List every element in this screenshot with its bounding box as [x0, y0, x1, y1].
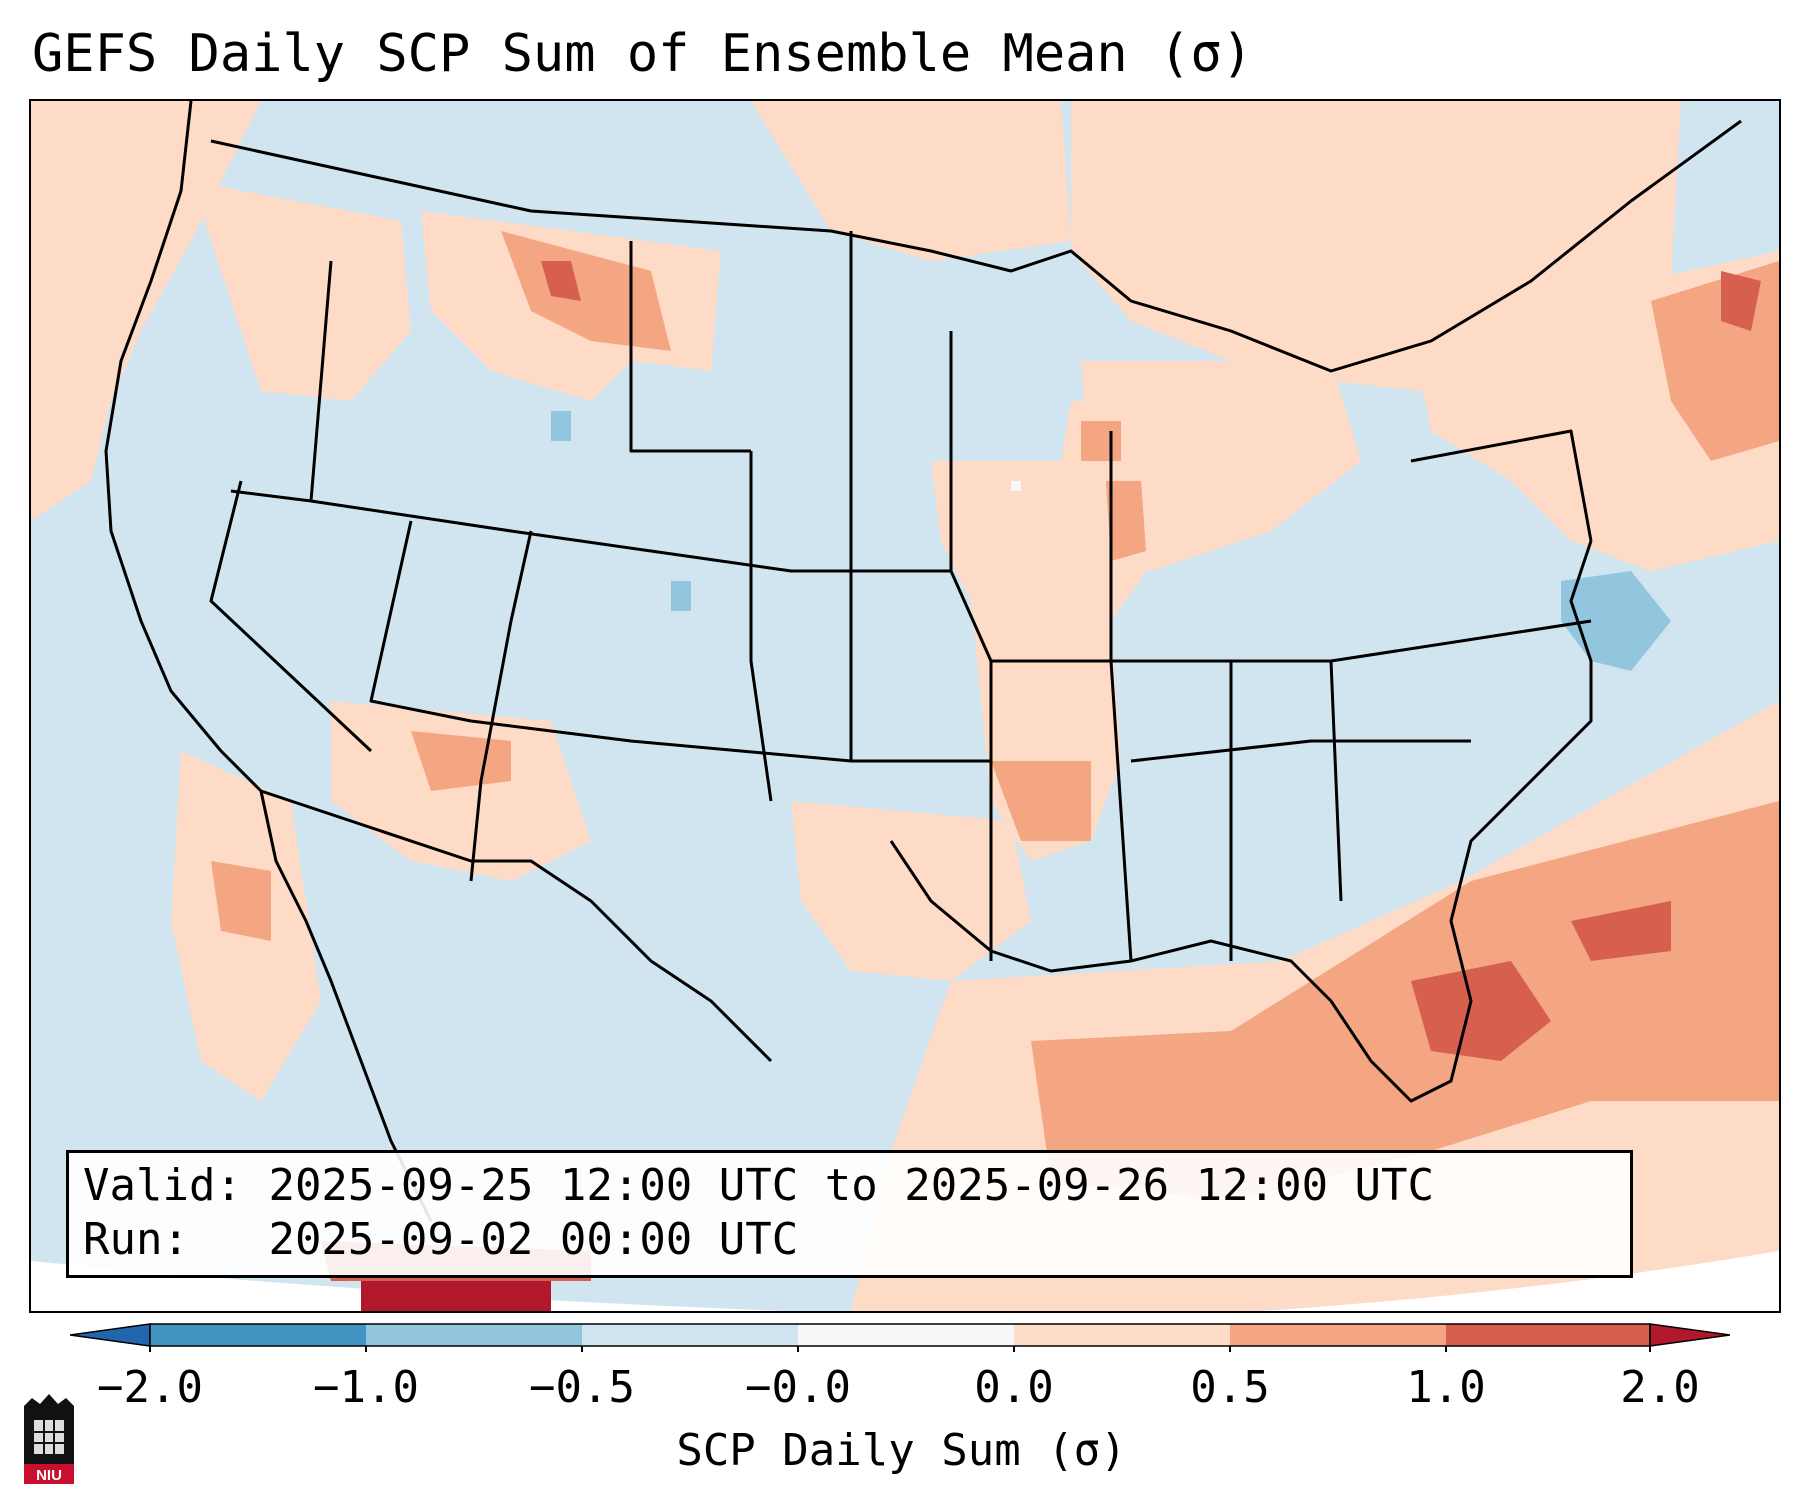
iowa-illinois-positive [931, 461, 1161, 641]
state-line-13 [1130, 739, 1471, 763]
colorbar-tick-label: −0.5 [529, 1362, 635, 1413]
pnw-inland-positive [191, 181, 411, 401]
montana-strong [541, 261, 581, 301]
arizona-moderate [411, 731, 511, 791]
atlantic-negative [1561, 571, 1671, 671]
state-line-6 [469, 530, 533, 882]
colorbar-tick-label: 1.0 [1406, 1362, 1486, 1413]
colorbar-tick-marks [149, 1346, 1651, 1352]
colorbar-bin-4 [798, 1324, 1014, 1346]
valid-label: Valid: [83, 1160, 242, 1211]
gulf-coast [889, 540, 1593, 1103]
atlantic-strong [1571, 901, 1671, 961]
run-label: Run: [83, 1214, 189, 1265]
colorbar-tick-label: −1.0 [313, 1362, 419, 1413]
colorbar [70, 1323, 1730, 1352]
baja-moderate [211, 861, 271, 941]
valid-time-range: 2025-09-25 12:00 UTC to 2025-09-26 12:00… [268, 1160, 1435, 1211]
state-line-4 [369, 520, 472, 723]
illinois-moderate [1106, 481, 1146, 561]
colorbar-bin-5 [1014, 1324, 1230, 1346]
state-line-2 [310, 499, 951, 573]
colorbar-tick-label: −2.0 [97, 1362, 203, 1413]
colorbar-bin-1 [150, 1324, 366, 1346]
valid-time-box: Valid: 2025-09-25 12:00 UTC to 2025-09-2… [66, 1150, 1633, 1278]
state-line-9 [629, 241, 751, 453]
colorbar-tick-label: 2.0 [1620, 1362, 1700, 1413]
state-line-5 [470, 719, 991, 763]
colorbar-bin-6 [1230, 1324, 1446, 1346]
colorbar-min-extend [70, 1323, 151, 1347]
wyoming-negative-1 [551, 411, 571, 441]
map-title: GEFS Daily SCP Sum of Ensemble Mean (σ) [32, 24, 1253, 84]
colorbar-max-extend [1649, 1323, 1730, 1347]
colorbar-bin-7 [1446, 1324, 1650, 1346]
northeast-strong [1721, 271, 1761, 331]
anomaly-map [31, 101, 1779, 1311]
colorbar-bin-2 [366, 1324, 582, 1346]
arkansas-moderate [991, 761, 1091, 841]
svg-text:NIU: NIU [36, 1467, 62, 1484]
state-line-16 [1410, 429, 1593, 542]
map-panel[interactable] [29, 99, 1781, 1313]
niu-logo: NIU [24, 1394, 74, 1484]
us-canada-border [210, 119, 1742, 373]
gulf-moderate [1031, 801, 1779, 1201]
west-coast [104, 101, 433, 1222]
colorbar-tick-label: 0.0 [974, 1362, 1054, 1413]
boundaries [104, 101, 1742, 1222]
state-line-7 [749, 451, 773, 802]
colorbar-bin-3 [582, 1324, 798, 1346]
colorbar-tick-label: 0.5 [1190, 1362, 1270, 1413]
run-time: 2025-09-02 00:00 UTC [268, 1214, 799, 1265]
mexico-border [260, 789, 773, 1063]
mexico-south-strong [361, 1281, 551, 1311]
state-line-3 [209, 480, 373, 753]
state-line-10 [949, 331, 993, 961]
florida-strong [1411, 961, 1551, 1061]
colorado-negative [671, 581, 691, 611]
canada-north-positive [751, 101, 1071, 261]
wisconsin-moderate [1081, 421, 1121, 461]
state-line-12 [991, 619, 1592, 663]
state-line-15 [1329, 660, 1343, 902]
lake-erie-blank [1011, 481, 1021, 491]
colorbar-tick-label: −0.0 [745, 1362, 851, 1413]
colorbar-label: SCP Daily Sum (σ) [676, 1425, 1127, 1476]
